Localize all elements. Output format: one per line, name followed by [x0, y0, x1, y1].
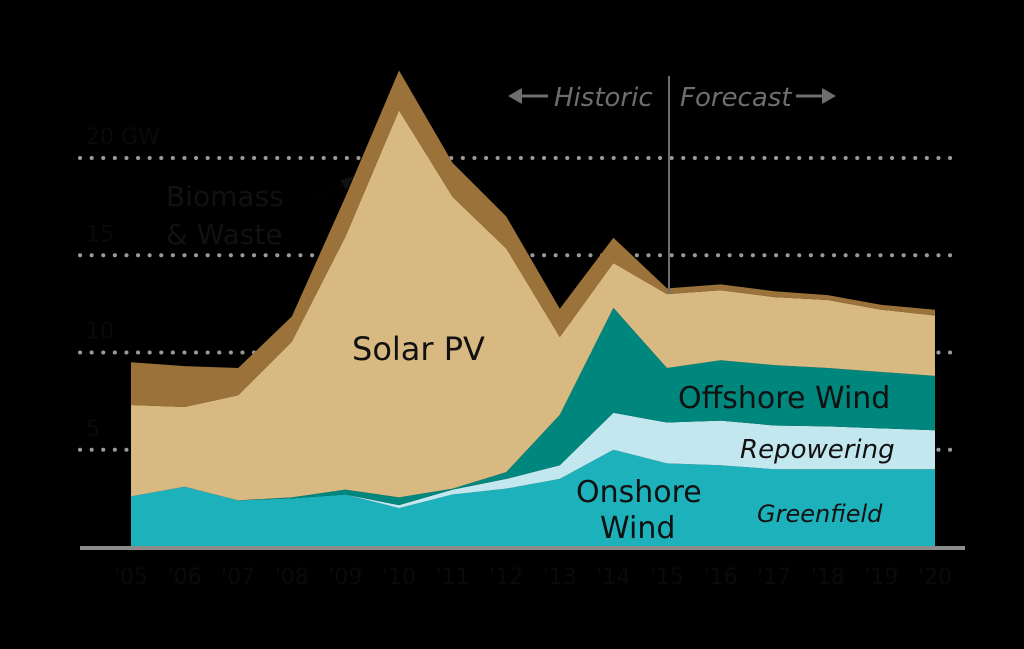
x-tick-label: '20	[918, 565, 952, 590]
x-tick-label: '15	[650, 565, 684, 590]
y-tick-label: 5	[86, 417, 100, 442]
x-tick-label: '18	[811, 565, 845, 590]
x-tick-label: '06	[168, 565, 202, 590]
area-biomass-waste	[131, 70, 935, 407]
historic-label: Historic	[554, 83, 653, 113]
x-tick-label: '05	[114, 565, 148, 590]
offshore-wind-label: Offshore Wind	[678, 381, 890, 416]
y-tick-label: 15	[86, 222, 114, 247]
x-tick-label: '16	[704, 565, 738, 590]
x-tick-label: '08	[275, 565, 309, 590]
onshore-wind-label-line1: Onshore	[576, 475, 702, 510]
x-tick-label: '14	[596, 565, 630, 590]
historic-arrow-icon	[508, 88, 548, 104]
biomass-label-line1: Biomass	[166, 180, 284, 213]
biomass-pointer-arrow-icon	[315, 176, 354, 197]
solar-pv-label: Solar PV	[352, 330, 485, 368]
area-series	[131, 70, 935, 547]
y-axis-ticks: 5 10 15 20 GW	[86, 125, 160, 442]
area-onshore-wind-repowering	[131, 412, 935, 509]
x-tick-label: '17	[757, 565, 791, 590]
x-tick-label: '07	[221, 565, 255, 590]
biomass-label-line2: & Waste	[166, 218, 283, 251]
y-tick-label: 10	[86, 320, 114, 345]
y-tick-label: 20 GW	[86, 125, 160, 150]
x-tick-label: '13	[543, 565, 577, 590]
x-tick-label: '12	[489, 565, 523, 590]
forecast-label: Forecast	[680, 83, 792, 113]
repowering-label: Repowering	[740, 435, 895, 465]
greenfield-label: Greenfield	[757, 500, 883, 528]
x-tick-label: '11	[436, 565, 470, 590]
x-tick-label: '10	[382, 565, 416, 590]
x-axis-ticks: '05 '06 '07 '08 '09 '10 '11 '12 '13 '14 '15 '16 '17 '…	[114, 565, 952, 590]
area-offshore-wind	[131, 307, 935, 506]
x-tick-label: '09	[328, 565, 362, 590]
area-onshore-wind-greenfield	[131, 449, 935, 547]
area-solar-pv	[131, 110, 935, 501]
x-tick-label: '19	[864, 565, 898, 590]
forecast-arrow-icon	[796, 88, 836, 104]
onshore-wind-label-line2: Wind	[600, 511, 675, 546]
